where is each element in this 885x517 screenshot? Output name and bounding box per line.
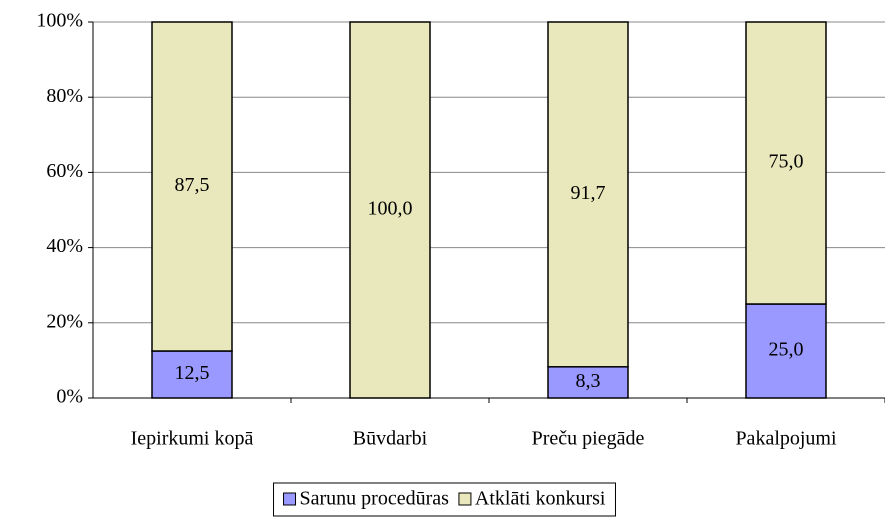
legend-label: Atklāti konkursi bbox=[475, 488, 606, 510]
data-label: 87,5 bbox=[175, 174, 210, 196]
x-tick-label: Preču piegāde bbox=[532, 428, 645, 450]
legend-swatch bbox=[283, 492, 297, 506]
bar-segment bbox=[151, 350, 233, 399]
bar-segment bbox=[547, 21, 629, 368]
legend-box bbox=[273, 482, 616, 517]
data-label: 25,0 bbox=[769, 339, 804, 361]
y-tick-label: 40% bbox=[46, 235, 83, 257]
bar-segment bbox=[349, 21, 431, 399]
data-label: 12,5 bbox=[175, 362, 210, 384]
bar-segment bbox=[151, 21, 233, 352]
y-tick-label: 80% bbox=[46, 85, 83, 107]
data-label: 8,3 bbox=[576, 370, 601, 392]
x-tick-label: Būvdarbi bbox=[353, 428, 428, 450]
y-tick-label: 100% bbox=[36, 10, 83, 32]
y-tick-label: 60% bbox=[46, 160, 83, 182]
bar-segment bbox=[745, 303, 827, 399]
x-tick-label: Pakalpojumi bbox=[735, 428, 837, 450]
data-label: 75,0 bbox=[769, 151, 804, 173]
y-tick-label: 0% bbox=[56, 386, 83, 408]
bar-segment bbox=[547, 366, 629, 399]
bar-segment bbox=[745, 21, 827, 305]
data-label: 100,0 bbox=[368, 198, 413, 220]
legend-label: Sarunu procedūras bbox=[300, 488, 450, 510]
data-label: 91,7 bbox=[571, 182, 606, 204]
legend-swatch bbox=[458, 492, 472, 506]
y-tick-label: 20% bbox=[46, 310, 83, 332]
x-tick-label: Iepirkumi kopā bbox=[131, 428, 254, 450]
